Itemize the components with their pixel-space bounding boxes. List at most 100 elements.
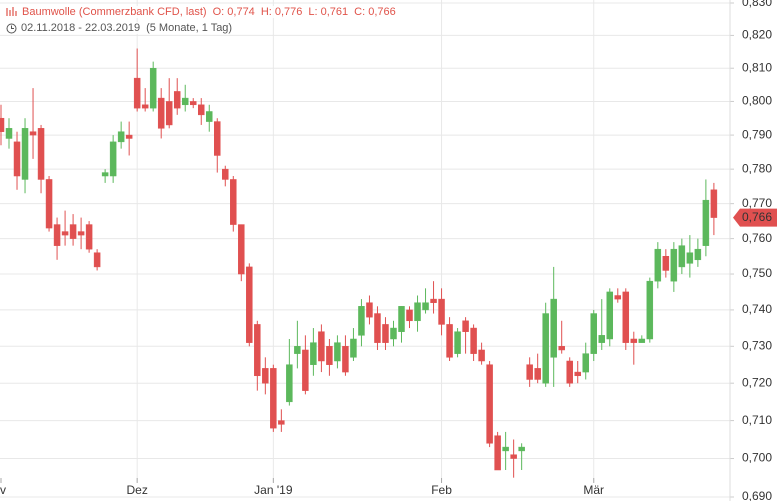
candle-body	[502, 446, 509, 452]
candle-body	[678, 245, 686, 268]
candle-body	[342, 346, 349, 373]
y-tick-label: 0,770	[742, 196, 772, 210]
candle-body	[486, 364, 493, 444]
last-price-box	[733, 208, 777, 227]
candle-body	[686, 252, 694, 264]
candle-body	[406, 309, 413, 322]
candle-body	[45, 179, 53, 229]
y-tick-label: 0,690	[742, 489, 772, 501]
chart-icon	[6, 7, 17, 17]
candle-body	[254, 324, 261, 377]
candle-body	[141, 104, 149, 109]
y-tick-label: 0,730	[742, 338, 772, 352]
candle-body	[478, 349, 485, 362]
candle-body	[446, 324, 453, 358]
candle-body	[390, 327, 397, 340]
y-tick-label: 0,800	[742, 94, 772, 108]
candle-body	[350, 338, 357, 358]
candle-body	[294, 346, 301, 354]
candle-body	[117, 131, 125, 143]
candle-body	[69, 224, 77, 239]
candle-body	[582, 353, 589, 373]
candle-body	[630, 338, 638, 343]
period-line: 02.11.2018 - 22.03.2019 (5 Monate, 1 Tag)	[6, 22, 239, 34]
candle-body	[374, 313, 381, 343]
candle-body	[326, 346, 333, 365]
y-tick-label: 0,830	[742, 0, 772, 9]
candle-body	[662, 256, 670, 271]
candle-body	[422, 302, 429, 311]
candle-body	[198, 104, 205, 116]
candle-body	[334, 342, 341, 362]
candle-body	[598, 335, 605, 343]
candle-body	[0, 117, 5, 132]
candle-body	[622, 291, 630, 343]
candle-body	[518, 446, 525, 452]
candle-body	[230, 179, 237, 225]
candle-body	[550, 298, 557, 358]
candle-body	[558, 346, 565, 351]
candle-body	[574, 371, 581, 377]
candle-body	[206, 111, 213, 122]
candle-body	[109, 141, 117, 177]
candle-body	[222, 168, 229, 180]
candle-body	[278, 420, 285, 425]
candle-body	[510, 454, 517, 459]
candle-body	[101, 172, 109, 177]
candle-body	[37, 128, 45, 180]
y-tick-label: 0,760	[742, 231, 772, 245]
candle-body	[133, 77, 141, 109]
candle-body	[238, 224, 245, 275]
candle-body	[470, 327, 477, 354]
y-tick-label: 0,710	[742, 413, 772, 427]
close-text: C: 0,766	[354, 6, 396, 18]
candle-body	[646, 280, 654, 340]
candle-body	[590, 313, 597, 354]
candle-body	[494, 435, 501, 471]
candle-body	[286, 364, 293, 403]
candle-body	[181, 97, 189, 106]
candle-body	[454, 331, 461, 354]
candle-body	[382, 324, 389, 343]
candle-body	[694, 248, 702, 261]
candle-body	[310, 342, 317, 365]
x-tick-label: Feb	[431, 483, 452, 497]
candle-body	[358, 306, 365, 336]
candle-body	[13, 141, 21, 177]
clock-icon	[6, 23, 17, 34]
candle-body	[670, 248, 678, 282]
candle-body	[606, 291, 614, 340]
candle-body	[566, 360, 573, 384]
candle-body	[614, 295, 622, 300]
candle-body	[430, 298, 437, 303]
y-tick-label: 0,780	[742, 161, 772, 175]
header-line: Baumwolle (Commerzbank CFD, last) O: 0,77…	[6, 6, 402, 18]
candle-body	[61, 231, 69, 236]
candle-body	[77, 231, 85, 236]
candle-body	[534, 368, 541, 380]
candle-body	[173, 91, 181, 109]
candle-body	[189, 101, 197, 106]
candle-body	[246, 266, 253, 343]
y-tick-label: 0,810	[742, 60, 772, 74]
candle-body	[398, 306, 405, 332]
candle-body	[93, 252, 101, 268]
duration: (5 Monate, 1 Tag)	[146, 22, 233, 34]
candle-body	[149, 67, 157, 109]
candle-body	[702, 199, 710, 246]
x-tick-label: v	[0, 483, 6, 497]
y-tick-label: 0,750	[742, 266, 772, 280]
y-tick-label: 0,820	[742, 28, 772, 42]
y-tick-label: 0,700	[742, 451, 772, 465]
candle-body	[638, 338, 646, 343]
high-text: H: 0,776	[260, 6, 303, 18]
date-range: 02.11.2018 - 22.03.2019	[21, 22, 141, 34]
candle-body	[165, 101, 173, 126]
candle-body	[5, 128, 13, 139]
open-text: O: 0,774	[212, 6, 255, 18]
candle-body	[318, 331, 325, 362]
y-tick-label: 0,790	[742, 127, 772, 141]
instrument: Baumwolle (Commerzbank CFD, last)	[22, 6, 207, 18]
